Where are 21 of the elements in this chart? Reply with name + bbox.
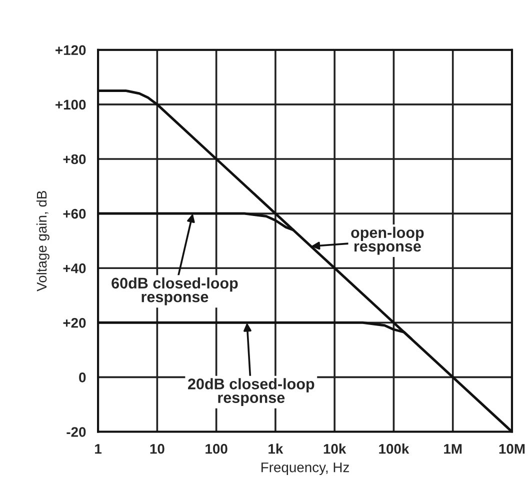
y-tick-label: +80 [63,154,86,164]
y-tick-label: +100 [56,100,86,110]
x-tick-label: 100k [379,444,410,454]
y-axis-title: Voltage gain, dB [36,190,50,292]
x-tick-label: 10 [150,444,164,454]
x-tick-label: 10k [324,444,346,454]
x-axis-title: Frequency, Hz [262,462,349,476]
y-tick-label: -20 [66,427,86,437]
annotation: open-loop response [351,226,424,255]
annotation: 20dB closed-loop response [188,378,314,406]
y-tick-label: 0 [79,372,86,382]
y-tick-label: +40 [63,263,86,274]
y-tick-label: +120 [56,45,86,56]
y-tick-label: +60 [63,208,86,219]
x-tick-label: 1 [95,444,102,454]
y-tick-label: +20 [63,318,86,328]
x-tick-label: 1M [444,444,462,454]
x-tick-label: 10M [499,444,525,454]
x-tick-label: 1k [268,444,284,454]
annotation: 60dB closed-loop response [112,277,238,306]
x-tick-label: 100 [206,444,228,454]
